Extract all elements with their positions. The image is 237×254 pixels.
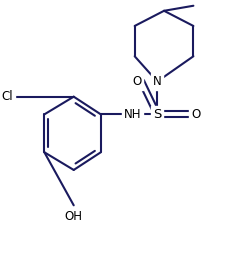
Text: OH: OH: [65, 210, 83, 223]
Text: N: N: [153, 75, 162, 88]
Text: NH: NH: [124, 108, 141, 121]
Text: O: O: [191, 108, 201, 121]
Text: Cl: Cl: [1, 90, 13, 103]
Text: S: S: [153, 108, 161, 121]
Text: O: O: [132, 75, 141, 88]
